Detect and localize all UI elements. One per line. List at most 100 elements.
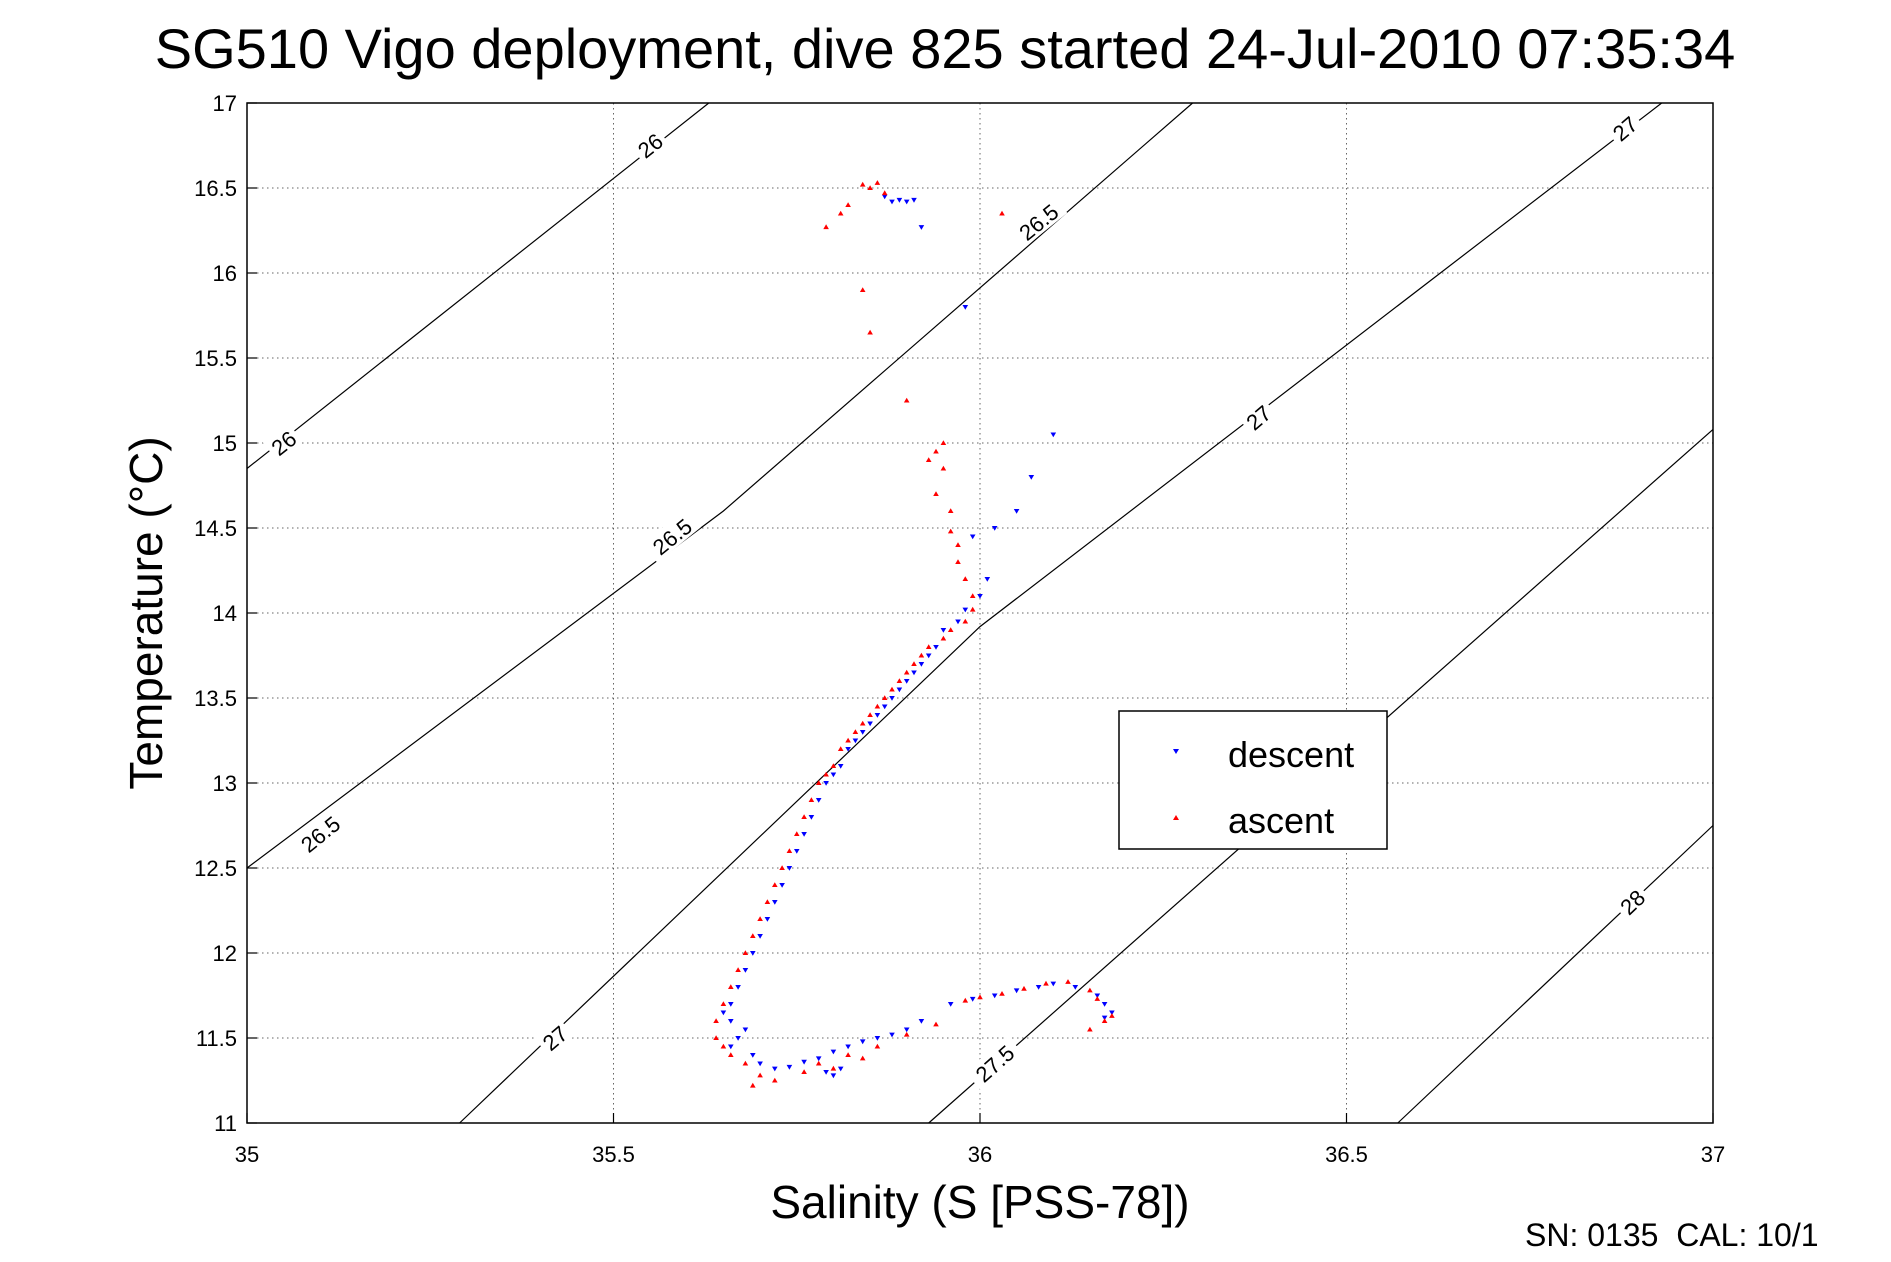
contour-label-bg — [262, 422, 303, 462]
descent-point — [903, 199, 910, 205]
contour-label-bg — [1604, 108, 1645, 148]
ascent-point — [859, 1055, 866, 1061]
ascent-point — [1065, 979, 1071, 984]
ascent-point — [1094, 996, 1101, 1001]
ascent-point — [881, 190, 888, 196]
descent-point — [991, 993, 998, 999]
descent-point — [911, 197, 917, 203]
descent-point — [837, 1066, 844, 1072]
contour-label-group: 26 — [629, 125, 670, 165]
ascent-point — [735, 967, 741, 972]
descent-point — [1072, 985, 1079, 990]
y-tick-label: 14 — [213, 601, 237, 626]
x-tick-label: 37 — [1701, 1142, 1725, 1167]
descent-point — [977, 594, 983, 599]
y-tick-labels: 11 11.5 12 12.5 13 13.5 14 14.5 15 15.5 16 16.5 17 — [194, 91, 237, 1136]
y-tick-label: 16 — [213, 261, 237, 286]
ascent-point — [933, 448, 939, 454]
descent-point — [852, 738, 859, 744]
descent-point — [933, 645, 939, 650]
ascent-point — [750, 1082, 756, 1088]
descent-point — [720, 1010, 727, 1016]
y-tick-label: 14.5 — [194, 516, 237, 541]
ascent-point — [874, 1043, 881, 1049]
ascent-point — [859, 287, 866, 292]
contour-label: 27 — [538, 1021, 573, 1056]
ascent-point — [955, 559, 961, 564]
descent-point — [779, 883, 785, 888]
descent-point — [830, 1049, 837, 1055]
y-tick-label: 17 — [213, 91, 237, 116]
y-tick-label: 12 — [213, 941, 237, 966]
ascent-point — [940, 440, 947, 445]
x-tick-label: 36 — [968, 1142, 992, 1167]
ascent-point — [889, 686, 895, 692]
legend-descent-marker — [1173, 749, 1179, 754]
descent-point — [925, 653, 932, 659]
contour-label-group: 26 — [262, 422, 303, 462]
ascent-point — [962, 576, 969, 581]
y-tick-label: 15.5 — [194, 346, 237, 371]
descent-point — [742, 968, 749, 973]
descent-point — [735, 985, 741, 990]
descent-point — [881, 194, 888, 200]
descent-point — [728, 1002, 734, 1007]
ascent-point — [1087, 1026, 1093, 1032]
descent-point — [896, 687, 903, 693]
descent-point — [889, 199, 895, 205]
x-tick-label: 36.5 — [1325, 1142, 1368, 1167]
contour-label-group: 26.5 — [1008, 194, 1068, 249]
x-axis-label: Salinity (S [PSS-78]) — [770, 1176, 1189, 1228]
descent-point — [786, 1064, 793, 1070]
descent-point — [1028, 475, 1035, 480]
ascent-point — [786, 848, 793, 853]
ascent-point — [845, 1052, 851, 1057]
descent-point — [867, 721, 873, 727]
descent-point — [830, 772, 837, 778]
descent-point — [1035, 985, 1042, 990]
y-tick-label: 13.5 — [194, 686, 237, 711]
descent-point — [918, 662, 925, 667]
ascent-point — [830, 1065, 837, 1071]
descent-point — [845, 747, 851, 752]
x-tick-label: 35 — [235, 1142, 259, 1167]
contour-label-bg — [965, 1035, 1023, 1091]
ascent-point — [1021, 985, 1027, 991]
ascent-point — [962, 997, 969, 1003]
ascent-point — [801, 814, 807, 819]
descent-point — [918, 225, 925, 230]
descent-point — [845, 1044, 851, 1050]
ascent-point — [925, 644, 932, 649]
descent-point — [742, 1027, 749, 1033]
ascent-point — [918, 652, 925, 658]
legend-ascent-label: ascent — [1228, 800, 1334, 841]
ascent-point — [874, 703, 881, 709]
ascent-point — [845, 202, 851, 207]
descent-point — [1050, 432, 1057, 438]
ascent-point — [815, 1060, 822, 1066]
descent-point — [735, 1036, 741, 1041]
ascent-point — [728, 984, 734, 989]
y-tick-label: 11.5 — [196, 1026, 237, 1051]
ascent-point — [969, 593, 976, 598]
descent-point — [991, 526, 998, 531]
descent-point — [1013, 988, 1020, 994]
ascent-point — [911, 661, 917, 666]
descent-point — [874, 713, 881, 718]
ascent-point — [764, 899, 771, 904]
contour-label: 27 — [1241, 400, 1276, 435]
descent-point — [801, 1059, 807, 1065]
ascent-point — [728, 1052, 734, 1057]
ascent-point — [867, 329, 873, 335]
descent-point — [772, 1066, 778, 1072]
ascent-point — [1043, 980, 1049, 986]
x-tick-labels: 35 35.5 36 36.5 37 — [235, 1142, 1725, 1167]
legend: descent ascent — [1118, 710, 1388, 850]
contour-label-group: 26.5 — [290, 806, 349, 861]
ascent-point — [808, 797, 815, 802]
descent-point — [984, 577, 991, 582]
ascent-point — [757, 1072, 763, 1078]
ascent-point — [903, 669, 910, 675]
ascent-point — [757, 916, 763, 921]
descent-point — [1101, 1015, 1108, 1021]
